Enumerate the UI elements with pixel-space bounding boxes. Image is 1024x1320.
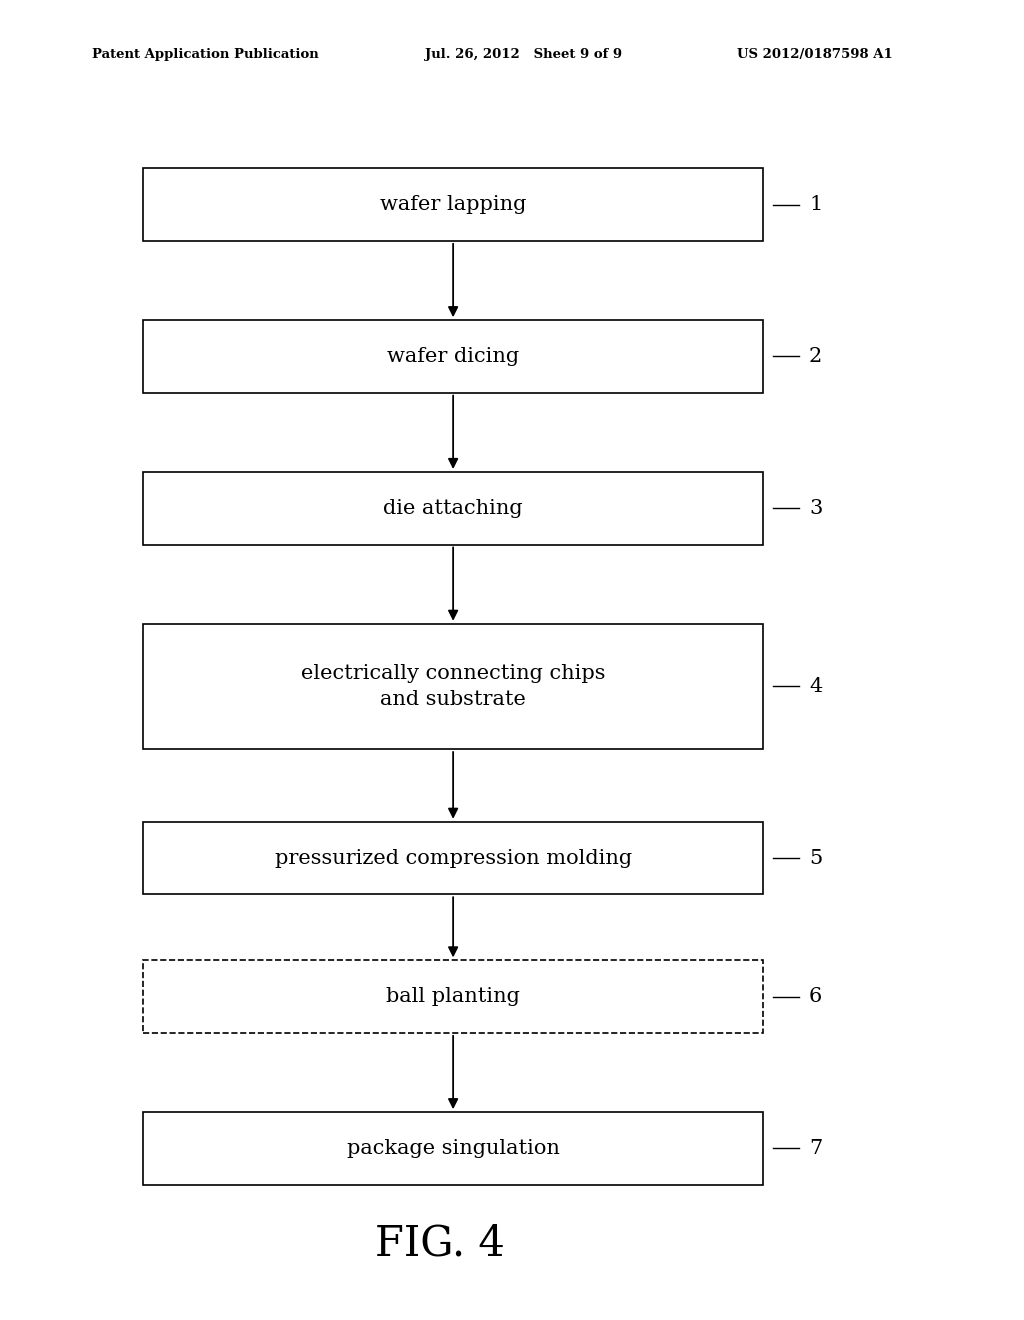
Text: Patent Application Publication: Patent Application Publication bbox=[92, 48, 318, 61]
Text: ball planting: ball planting bbox=[386, 987, 520, 1006]
Bar bbox=[143, 961, 763, 1032]
Bar bbox=[143, 624, 763, 750]
Bar bbox=[143, 319, 763, 393]
Text: electrically connecting chips
and substrate: electrically connecting chips and substr… bbox=[301, 664, 605, 709]
Text: die attaching: die attaching bbox=[383, 499, 523, 517]
Text: US 2012/0187598 A1: US 2012/0187598 A1 bbox=[737, 48, 893, 61]
Text: 5: 5 bbox=[809, 849, 822, 867]
Text: FIG. 4: FIG. 4 bbox=[376, 1222, 505, 1265]
Text: 2: 2 bbox=[809, 347, 822, 366]
Text: 1: 1 bbox=[809, 195, 822, 214]
Text: 3: 3 bbox=[809, 499, 822, 517]
Text: wafer lapping: wafer lapping bbox=[380, 195, 526, 214]
Bar bbox=[143, 168, 763, 242]
Bar bbox=[143, 471, 763, 544]
Text: 4: 4 bbox=[809, 677, 822, 696]
Text: wafer dicing: wafer dicing bbox=[387, 347, 519, 366]
Text: 6: 6 bbox=[809, 987, 822, 1006]
Text: 7: 7 bbox=[809, 1139, 822, 1158]
Bar bbox=[143, 821, 763, 895]
Text: Jul. 26, 2012   Sheet 9 of 9: Jul. 26, 2012 Sheet 9 of 9 bbox=[425, 48, 623, 61]
Bar bbox=[143, 1111, 763, 1185]
Text: pressurized compression molding: pressurized compression molding bbox=[274, 849, 632, 867]
Text: package singulation: package singulation bbox=[347, 1139, 559, 1158]
